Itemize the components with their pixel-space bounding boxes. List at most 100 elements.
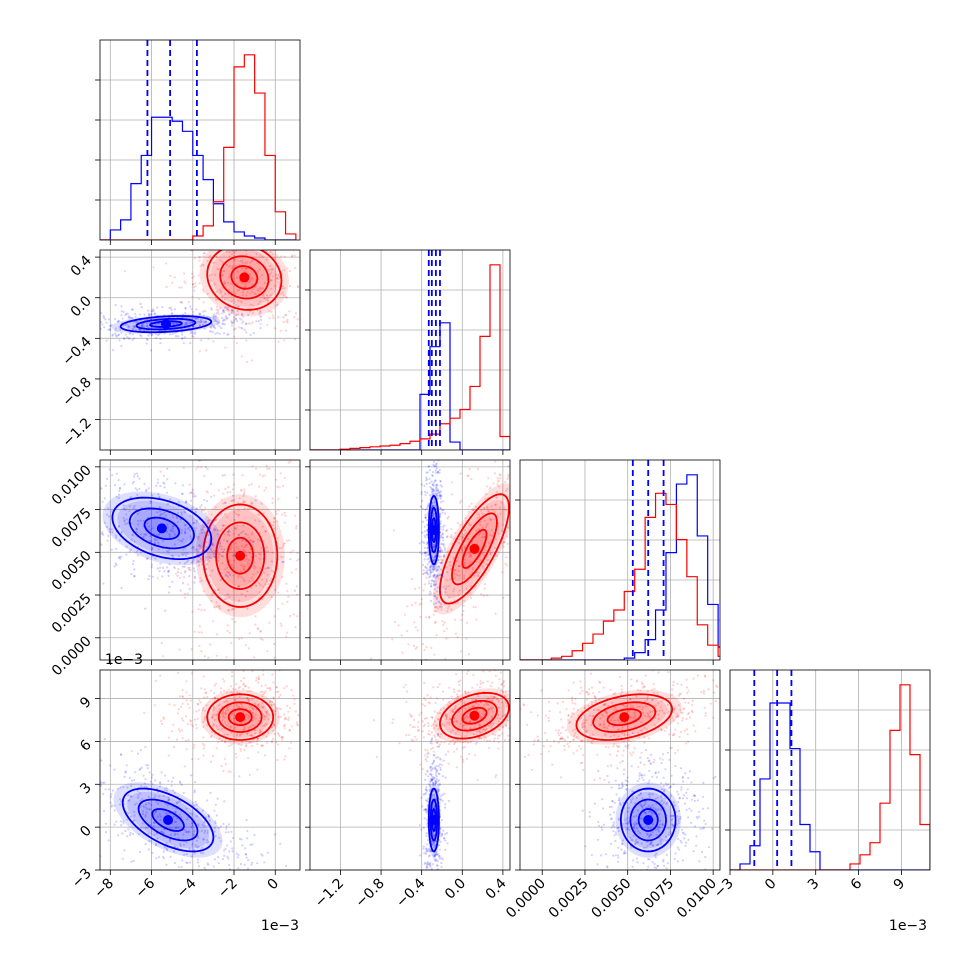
- scatter-point: [250, 586, 253, 589]
- scatter-point: [183, 592, 186, 596]
- scatter-point: [423, 681, 426, 685]
- scatter-point: [425, 482, 428, 485]
- scatter-point: [227, 276, 230, 279]
- scatter-point: [166, 813, 169, 816]
- scatter-point: [136, 752, 140, 755]
- scatter-point: [436, 487, 439, 490]
- scatter-point: [429, 696, 432, 699]
- scatter-point: [124, 333, 127, 336]
- scatter-point: [437, 740, 440, 743]
- scatter-point: [438, 549, 441, 552]
- scatter-point: [236, 313, 240, 316]
- scatter-point: [469, 555, 472, 558]
- scatter-point: [438, 561, 441, 564]
- scatter-point: [260, 685, 263, 688]
- scatter-point: [184, 501, 187, 504]
- scatter-point: [251, 556, 254, 559]
- scatter-point: [417, 729, 420, 732]
- scatter-point: [125, 764, 128, 767]
- scatter-point: [206, 468, 209, 471]
- scatter-point: [156, 567, 159, 570]
- scatter-point: [507, 475, 510, 478]
- scatter-point: [230, 253, 233, 256]
- scatter-point: [128, 332, 131, 335]
- scatter-point: [242, 289, 245, 292]
- scatter-point: [439, 495, 442, 498]
- scatter-point: [264, 710, 267, 713]
- scatter-point: [279, 255, 283, 258]
- scatter-point: [205, 691, 208, 694]
- scatter-point: [203, 831, 206, 834]
- scatter-point: [190, 672, 193, 675]
- scatter-point: [295, 568, 298, 571]
- scatter-point: [282, 285, 285, 288]
- scatter-point: [442, 554, 445, 557]
- scatter-point: [195, 878, 197, 880]
- scatter-point: [140, 306, 143, 309]
- histogram-red: [310, 264, 510, 450]
- scatter-point: [499, 717, 502, 720]
- contour-line: [215, 521, 266, 590]
- scatter-point: [172, 525, 175, 528]
- scatter-point: [250, 734, 254, 737]
- scatter-point: [195, 468, 198, 471]
- scatter-point: [471, 705, 474, 708]
- scatter-point: [229, 725, 232, 729]
- scatter-point: [214, 682, 218, 685]
- scatter-point: [553, 535, 555, 537]
- scatter-point: [476, 574, 479, 577]
- scatter-point: [133, 504, 136, 508]
- scatter-point: [418, 542, 421, 545]
- scatter-point: [125, 545, 128, 548]
- scatter-point: [209, 279, 212, 282]
- scatter-point: [477, 467, 480, 471]
- scatter-point: [181, 540, 184, 543]
- scatter-point: [179, 518, 182, 521]
- scatter-point: [294, 266, 297, 270]
- scatter-point: [482, 453, 484, 455]
- scatter-point: [469, 741, 472, 744]
- scatter-point: [203, 252, 206, 255]
- scatter-point: [505, 509, 508, 512]
- scatter-point: [295, 585, 298, 588]
- scatter-point: [162, 474, 165, 477]
- scatter-point: [501, 701, 504, 704]
- scatter-point: [528, 703, 530, 705]
- scatter-point: [439, 555, 442, 558]
- scatter-point: [281, 556, 284, 559]
- scatter-point: [209, 254, 212, 257]
- scatter-point: [122, 507, 126, 510]
- scatter-point: [141, 323, 144, 326]
- scatter-point: [456, 559, 459, 563]
- scatter-point: [235, 250, 238, 253]
- scatter-point: [296, 714, 300, 717]
- scatter-point: [472, 605, 475, 609]
- scatter-point: [443, 549, 447, 552]
- scatter-point: [266, 687, 269, 690]
- scatter-point: [151, 308, 154, 311]
- scatter-point: [193, 630, 196, 633]
- scatter-point: [231, 836, 235, 840]
- scatter-point: [425, 717, 428, 720]
- scatter-point: [174, 827, 177, 830]
- scatter-point: [236, 270, 240, 273]
- scatter-point: [517, 535, 519, 537]
- scatter-point: [211, 543, 214, 546]
- scatter-point: [258, 591, 261, 594]
- scatter-point: [484, 497, 487, 500]
- scatter-point: [222, 711, 225, 714]
- scatter-point: [184, 596, 187, 599]
- contour-line: [451, 699, 498, 732]
- scatter-point: [424, 565, 427, 568]
- scatter-point: [520, 464, 522, 466]
- scatter-point: [434, 781, 437, 785]
- scatter-point: [469, 597, 472, 600]
- scatter-point: [317, 291, 319, 293]
- scatter-point: [217, 588, 220, 592]
- scatter-point: [435, 492, 438, 495]
- contour-line: [135, 317, 197, 331]
- scatter-point: [430, 748, 433, 751]
- scatter-point: [481, 526, 484, 529]
- scatter-point: [136, 550, 139, 553]
- scatter-point: [199, 313, 202, 316]
